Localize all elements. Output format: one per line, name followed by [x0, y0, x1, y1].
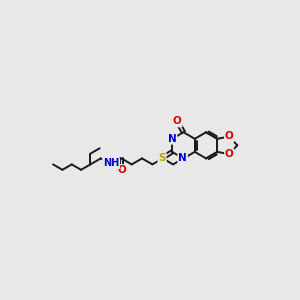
Text: O: O — [225, 149, 234, 159]
Text: O: O — [225, 131, 234, 142]
Text: O: O — [117, 165, 126, 175]
Text: N: N — [168, 134, 176, 144]
Text: S: S — [158, 153, 166, 163]
Text: N: N — [178, 153, 187, 164]
Text: O: O — [173, 116, 182, 127]
Text: NH: NH — [103, 158, 119, 168]
